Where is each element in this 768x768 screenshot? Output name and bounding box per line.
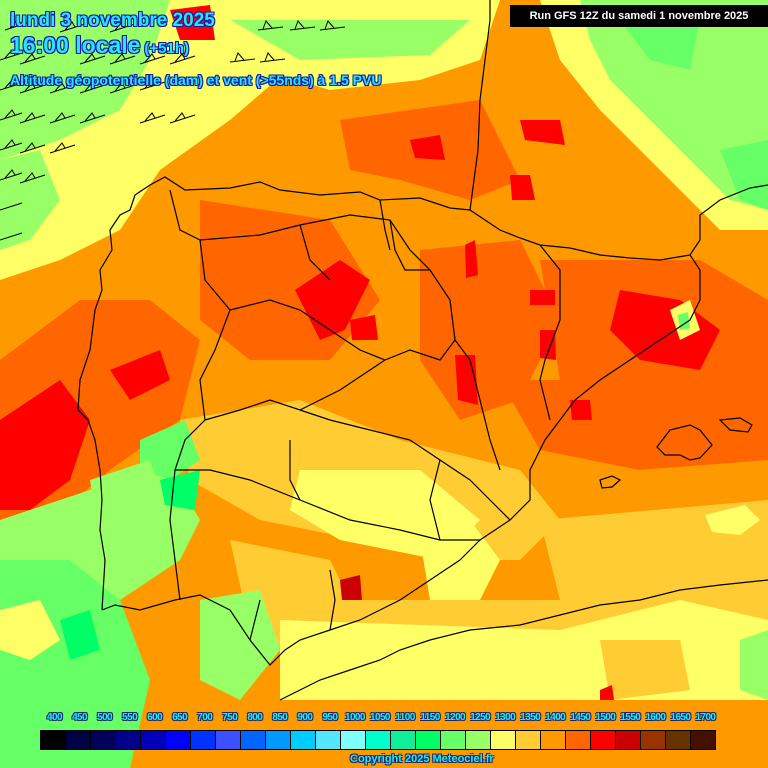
colorbar-label: 450 <box>72 712 87 723</box>
colorbar-swatch <box>216 731 241 749</box>
colorbar <box>40 730 716 750</box>
colorbar-label: 950 <box>322 712 338 723</box>
colorbar-swatch <box>416 731 441 749</box>
colorbar-swatch <box>566 731 591 749</box>
colorbar-label: 1500 <box>595 712 616 723</box>
colorbar-swatch <box>291 731 316 749</box>
colorbar-swatch <box>466 731 491 749</box>
colorbar-label: 650 <box>172 712 188 723</box>
colorbar-label: 400 <box>47 712 62 723</box>
colorbar-swatch <box>166 731 191 749</box>
colorbar-swatch <box>41 731 66 749</box>
colorbar-label: 700 <box>197 712 213 723</box>
colorbar-swatch <box>66 731 91 749</box>
wind-barbs <box>0 19 346 241</box>
colorbar-label: 1200 <box>445 712 465 723</box>
colorbar-label: 1350 <box>520 712 541 723</box>
model-run-label: Run GFS 12Z du samedi 1 novembre 2025 <box>510 5 768 27</box>
colorbar-swatch <box>116 731 141 749</box>
colorbar-label: 1550 <box>620 712 641 723</box>
coastlines <box>77 0 768 701</box>
colorbar-swatch <box>191 731 216 749</box>
colorbar-label: 1000 <box>345 712 365 723</box>
colorbar-swatch <box>616 731 641 749</box>
colorbar-label: 550 <box>122 712 138 723</box>
colorbar-label: 1300 <box>495 712 516 723</box>
colorbar-labels: 400 450 500 550 600 650 700 750 800 850 900 950 1000… <box>40 712 716 726</box>
map-subtitle: Altitude géopotentielle (dam) et vent (>… <box>10 72 382 88</box>
colorbar-label: 1650 <box>670 712 691 723</box>
colorbar-swatch <box>241 731 266 749</box>
colorbar-swatch <box>516 731 541 749</box>
colorbar-swatch <box>591 731 616 749</box>
colorbar-label: 750 <box>222 712 238 723</box>
colorbar-swatch <box>316 731 341 749</box>
forecast-time: 16:00 locale (+51h) <box>10 32 189 59</box>
colorbar-label: 800 <box>247 712 263 723</box>
colorbar-label: 1700 <box>695 712 716 723</box>
colorbar-swatch <box>691 731 715 749</box>
copyright-text: Copyright 2025 Meteociel.fr <box>350 753 494 765</box>
colorbar-label: 500 <box>97 712 112 723</box>
colorbar-label: 600 <box>147 712 163 723</box>
colorbar-label: 1400 <box>545 712 566 723</box>
colorbar-swatch <box>441 731 466 749</box>
colorbar-swatch <box>541 731 566 749</box>
local-time: 16:00 locale <box>10 32 141 58</box>
colorbar-swatch <box>366 731 391 749</box>
colorbar-swatch <box>391 731 416 749</box>
colorbar-label: 1050 <box>370 712 390 723</box>
forecast-date: lundi 3 novembre 2025 <box>10 10 215 31</box>
colorbar-swatch <box>91 731 116 749</box>
colorbar-label: 1150 <box>420 712 440 723</box>
colorbar-swatch <box>341 731 366 749</box>
colorbar-label: 1600 <box>645 712 666 723</box>
colorbar-swatch <box>666 731 691 749</box>
colorbar-swatch <box>491 731 516 749</box>
colorbar-label: 1100 <box>395 712 415 723</box>
colorbar-label: 900 <box>297 712 313 723</box>
colorbar-swatch <box>641 731 666 749</box>
colorbar-swatch <box>141 731 166 749</box>
colorbar-label: 1450 <box>570 712 591 723</box>
colorbar-label: 850 <box>272 712 288 723</box>
colorbar-label: 1250 <box>470 712 491 723</box>
lead-time: (+51h) <box>144 40 190 57</box>
colorbar-swatch <box>266 731 291 749</box>
